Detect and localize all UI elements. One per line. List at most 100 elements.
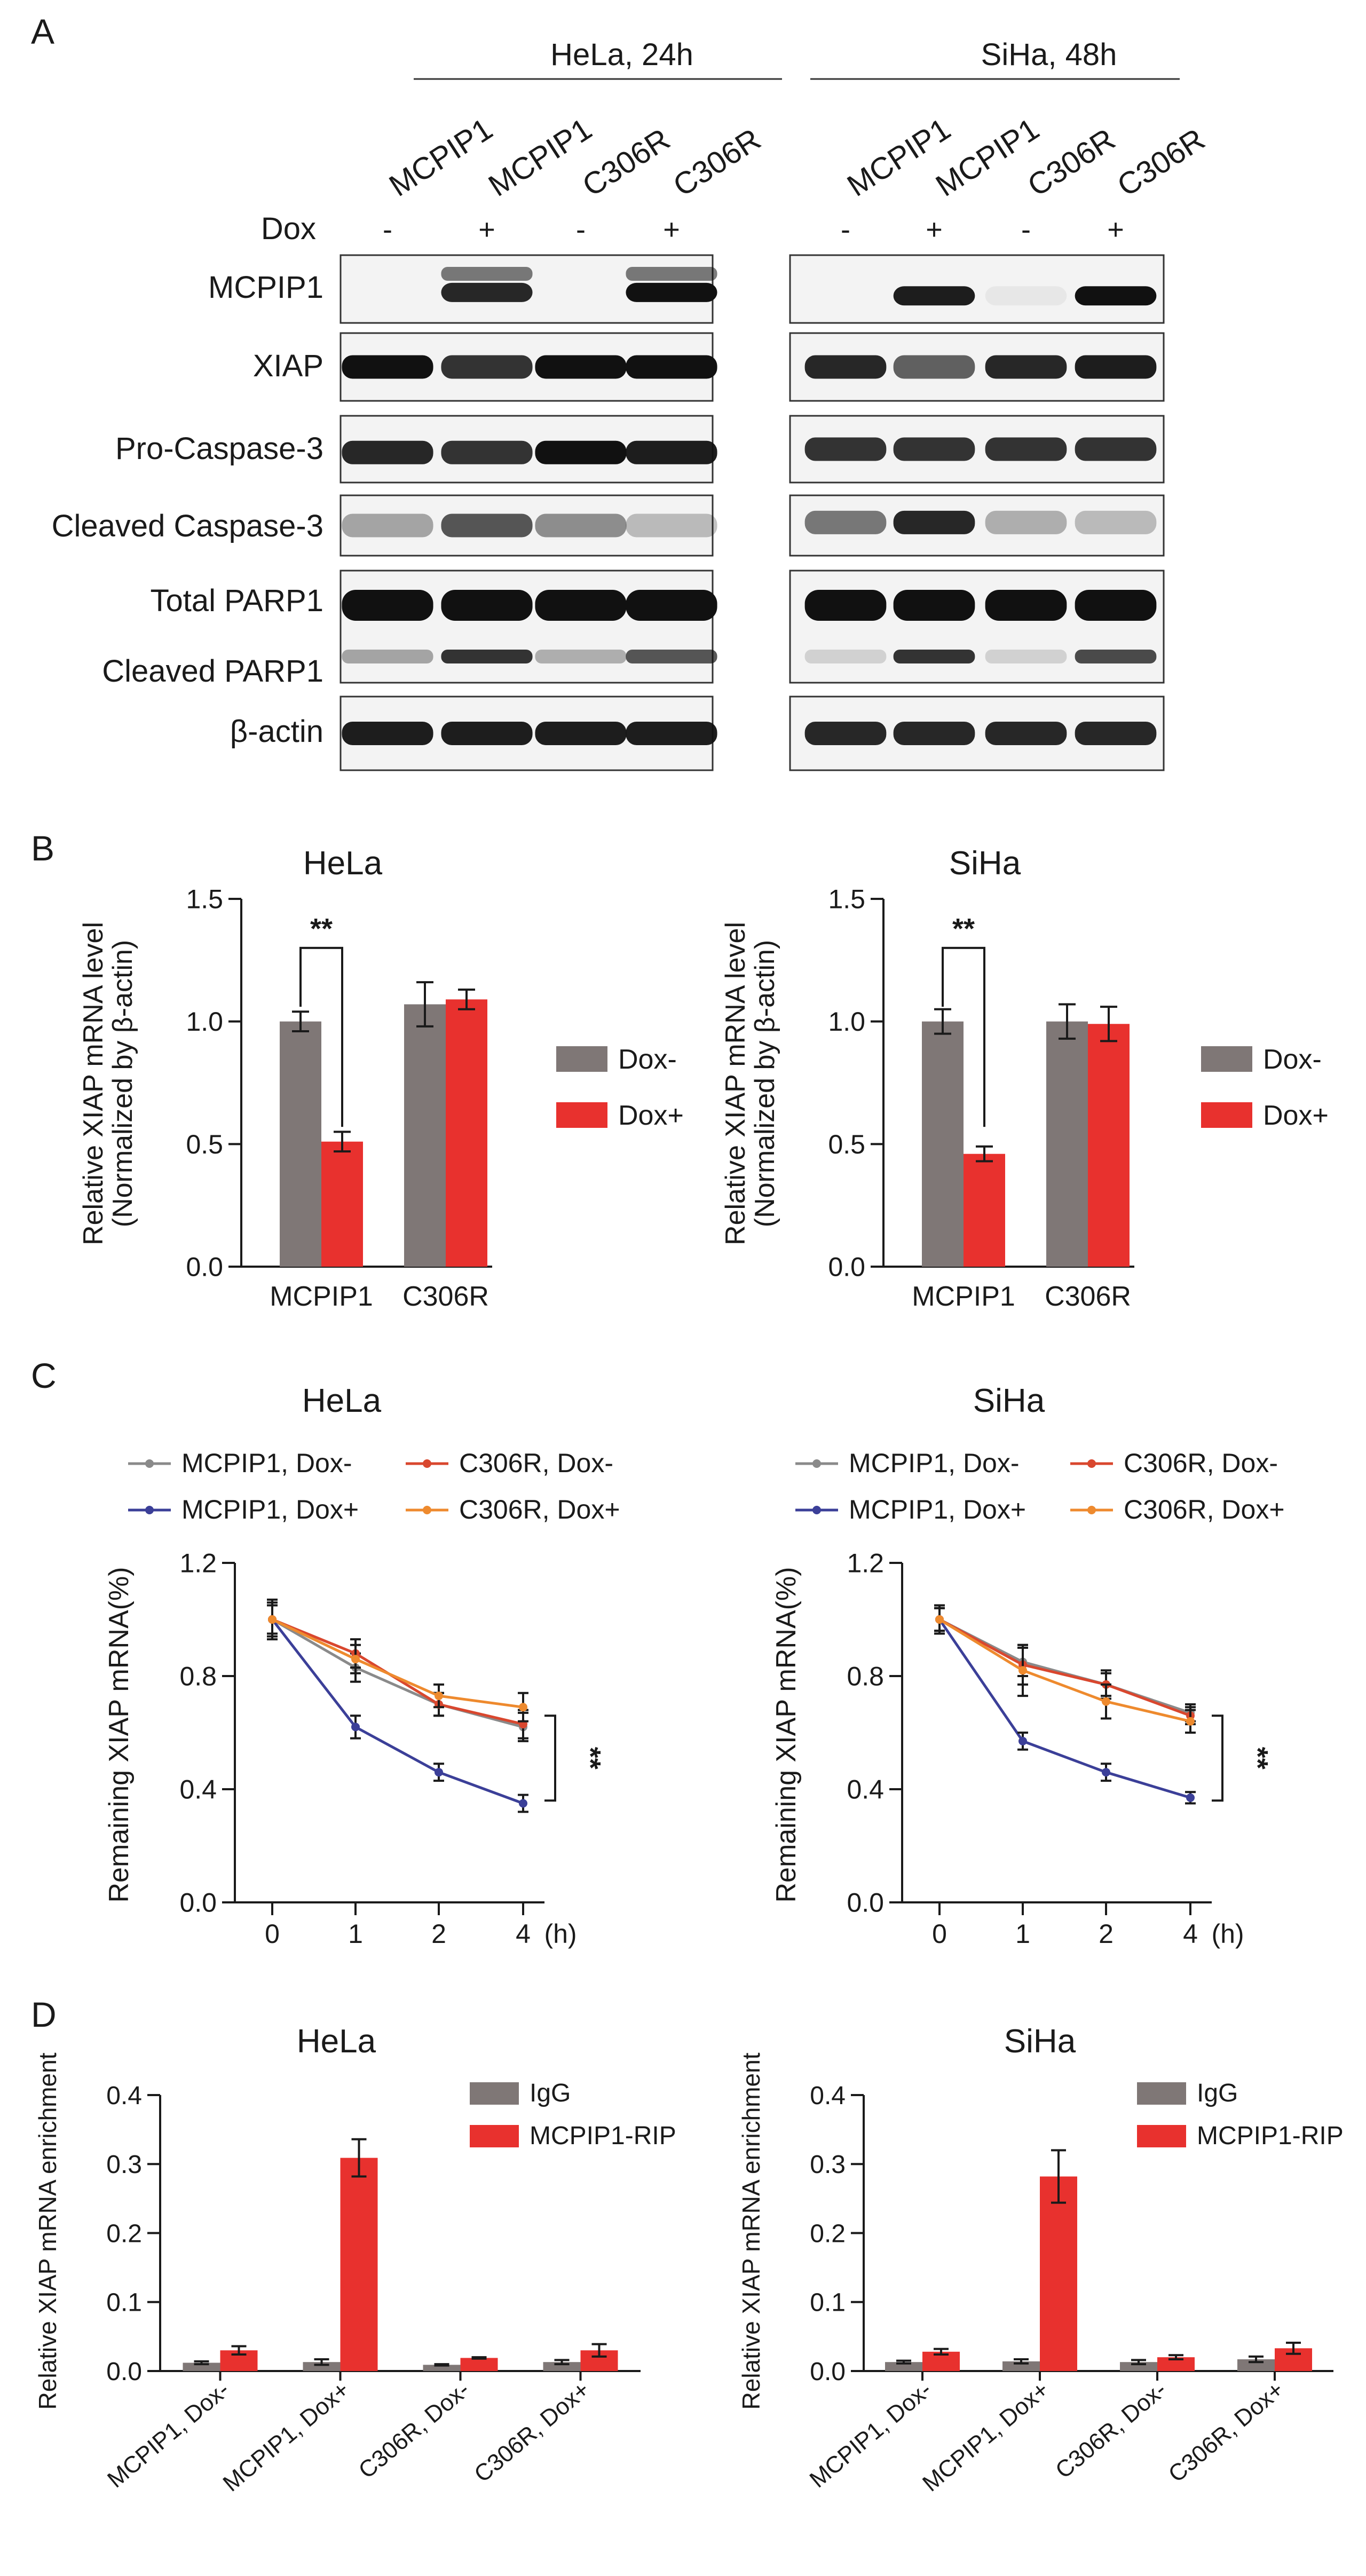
chart-B-SiHa: SiHa 0.0 0.5 1.0 1.5 Relative XIAP mRNA level… xyxy=(720,845,1329,1312)
band xyxy=(626,440,717,464)
band xyxy=(626,722,717,745)
data-point xyxy=(351,1655,360,1664)
legend-label-0: MCPIP1, Dox- xyxy=(849,1448,1020,1478)
bar-Dox+ xyxy=(321,1141,363,1267)
x-tick-label: C306R, Dox+ xyxy=(469,2376,595,2487)
dox-sign-1-1: + xyxy=(926,214,943,246)
legend-swatch-0 xyxy=(1201,1046,1252,1072)
legend-swatch-0 xyxy=(470,2082,519,2105)
band-total-parp1 xyxy=(804,590,887,621)
dox-sign-0-2: - xyxy=(576,214,586,246)
band xyxy=(441,722,533,745)
bar-Dox+ xyxy=(964,1153,1005,1267)
band-total-parp1 xyxy=(1075,590,1157,621)
chart-title: SiHa xyxy=(949,845,1021,882)
y-tick-label-D-HeLa: 0.3 xyxy=(106,2151,142,2179)
y-tick-label-B-SiHa: 1.5 xyxy=(828,884,865,914)
data-point xyxy=(435,1692,443,1701)
band xyxy=(535,513,627,538)
dox-sign-1-0: - xyxy=(841,214,850,246)
band xyxy=(342,513,433,538)
band xyxy=(985,286,1067,306)
lane-label-0-0: MCPIP1 xyxy=(383,112,499,203)
bar-IgG xyxy=(543,2362,581,2371)
legend-label-0: IgG xyxy=(1197,2079,1238,2107)
x-tick-label: 0 xyxy=(265,1919,280,1949)
dox-sign-0-1: + xyxy=(478,214,495,246)
bar-IgG xyxy=(423,2365,461,2371)
series-line-3 xyxy=(938,1618,1191,1723)
y-tick-label-B-HeLa: 0.5 xyxy=(186,1129,223,1159)
blot-row-label-6: β-actin xyxy=(230,714,323,749)
y-axis-label: Relative XIAP mRNA enrichment xyxy=(737,2052,765,2409)
data-point xyxy=(1018,1666,1027,1675)
legend-label-0: Dox- xyxy=(1263,1044,1322,1075)
blot-box-3-0 xyxy=(339,494,714,557)
y-tick-label-D-SiHa: 0.3 xyxy=(810,2151,846,2179)
legend-marker-2 xyxy=(423,1459,431,1468)
band xyxy=(804,355,887,379)
data-point xyxy=(1018,1736,1027,1745)
band-cleaved-parp1 xyxy=(985,650,1067,663)
series-line-1 xyxy=(938,1618,1191,1799)
band xyxy=(1075,510,1157,534)
x-tick-label: C306R, Dox- xyxy=(1051,2376,1171,2484)
legend-marker-3 xyxy=(1087,1506,1096,1514)
chart-title: SiHa xyxy=(973,1382,1045,1419)
chart-title: HeLa xyxy=(297,2023,376,2060)
y-tick-label-C-HeLa: 0.8 xyxy=(179,1662,217,1692)
bar-IgG xyxy=(303,2362,341,2371)
y-tick-label-C-HeLa: 0.4 xyxy=(179,1775,217,1805)
x-tick-label: MCPIP1, Dox- xyxy=(805,2376,937,2493)
data-point xyxy=(1102,1697,1110,1706)
band-cleaved-parp1 xyxy=(1075,650,1157,663)
x-tick-label: 2 xyxy=(1099,1919,1114,1949)
band xyxy=(342,722,433,745)
blot-row-label-2: Pro-Caspase-3 xyxy=(115,431,323,466)
blot-row-label-5: Cleaved PARP1 xyxy=(102,654,323,689)
y-axis-label: Relative XIAP mRNA level xyxy=(78,922,109,1245)
legend-label-2: C306R, Dox- xyxy=(1124,1448,1278,1478)
legend-marker-1 xyxy=(145,1506,154,1514)
chart-title: HeLa xyxy=(303,845,383,882)
bar-Dox- xyxy=(1046,1021,1088,1267)
band xyxy=(441,355,533,379)
band xyxy=(535,440,627,464)
band xyxy=(342,440,433,464)
bar-IgG xyxy=(1120,2362,1157,2371)
x-tick-label: 2 xyxy=(431,1919,446,1949)
panel-letter-c: C xyxy=(31,1356,57,1395)
y-axis-label: Relative XIAP mRNA enrichment xyxy=(34,2052,61,2409)
band-total-parp1 xyxy=(893,590,975,621)
x-tick-label: 4 xyxy=(1183,1919,1198,1949)
y-tick-label-D-HeLa: 0.4 xyxy=(106,2082,142,2110)
band-upper xyxy=(626,267,717,281)
group-header-0: HeLa, 24h xyxy=(550,37,693,72)
series-line-0 xyxy=(938,1618,1191,1714)
bar-Dox+ xyxy=(446,999,487,1267)
chart-title: HeLa xyxy=(302,1382,382,1419)
chart-D-SiHa: SiHa 0.0 0.1 0.2 0.3 0.4 Relative XIAP mRNA en… xyxy=(737,2023,1344,2496)
x-tick-label: MCPIP1, Dox+ xyxy=(918,2376,1054,2496)
series-line-0 xyxy=(271,1618,524,1728)
band xyxy=(1075,437,1157,461)
data-point xyxy=(1102,1768,1110,1777)
data-point xyxy=(519,1703,527,1712)
band-cleaved-parp1 xyxy=(804,650,887,663)
bar-IgG xyxy=(1237,2359,1275,2371)
band-cleaved-parp1 xyxy=(535,650,627,663)
legend-swatch-1 xyxy=(470,2125,519,2147)
series-line-2 xyxy=(938,1618,1191,1717)
lane-label-0-3: C306R xyxy=(667,122,767,203)
bar-IgG xyxy=(885,2362,922,2371)
y-tick-label-D-HeLa: 0.1 xyxy=(106,2289,142,2317)
blot-box-4-1 xyxy=(789,570,1165,684)
legend-label-1: MCPIP1-RIP xyxy=(530,2122,676,2150)
bar-IgG xyxy=(183,2362,220,2371)
panel-letter-b: B xyxy=(31,828,54,868)
x-tick-label: C306R, Dox+ xyxy=(1164,2376,1289,2487)
x-tick-label: MCPIP1, Dox+ xyxy=(218,2376,354,2496)
y-axis-label: Remaining XIAP mRNA(%) xyxy=(104,1567,135,1902)
legend-label-3: C306R, Dox+ xyxy=(459,1495,620,1524)
x-tick-label: C306R xyxy=(402,1281,489,1312)
